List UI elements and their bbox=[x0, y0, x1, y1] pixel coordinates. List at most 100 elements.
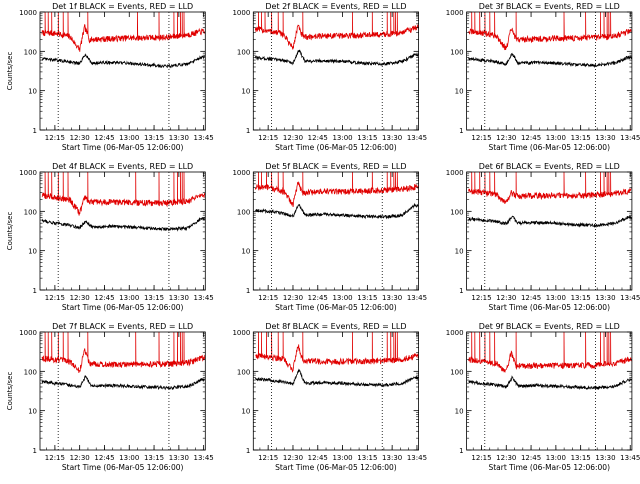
y-tick-label: 1 bbox=[33, 287, 37, 295]
y-tick-label: 1000 bbox=[232, 9, 250, 17]
x-tick-label: 13:30 bbox=[169, 134, 189, 142]
x-tick-label: 13:30 bbox=[595, 454, 615, 462]
y-tick-label: 1000 bbox=[446, 329, 464, 337]
x-tick-label: 13:00 bbox=[332, 454, 352, 462]
x-tick-label: 13:30 bbox=[382, 294, 402, 302]
series-events-line bbox=[254, 368, 419, 388]
x-tick-label: 13:45 bbox=[620, 134, 640, 142]
series-events-line bbox=[41, 53, 205, 69]
x-tick-label: 12:45 bbox=[521, 134, 541, 142]
panel-title: Det 4f BLACK = Events, RED = LLD bbox=[52, 162, 193, 171]
plot-frame bbox=[252, 11, 420, 131]
x-tick-label: 13:45 bbox=[407, 454, 427, 462]
y-tick-label: 100 bbox=[24, 48, 37, 56]
x-tick-label: 13:00 bbox=[546, 454, 566, 462]
x-tick-label: 12:15 bbox=[45, 454, 65, 462]
x-tick-label: 12:15 bbox=[471, 294, 491, 302]
x-tick-label: 12:30 bbox=[283, 454, 303, 462]
x-tick-label: 12:30 bbox=[496, 294, 516, 302]
x-tick-label: 12:15 bbox=[471, 454, 491, 462]
x-tick-label: 12:45 bbox=[94, 294, 114, 302]
y-tick-label: 1000 bbox=[446, 169, 464, 177]
x-axis-label: Start Time (06-Mar-05 12:06:00) bbox=[62, 143, 184, 152]
x-tick-label: 12:45 bbox=[308, 134, 328, 142]
x-tick-label: 13:30 bbox=[382, 134, 402, 142]
y-tick-label: 100 bbox=[237, 368, 250, 376]
x-tick-label: 12:15 bbox=[258, 134, 278, 142]
x-tick-label: 12:15 bbox=[471, 134, 491, 142]
y-tick-label: 100 bbox=[237, 48, 250, 56]
x-tick-label: 13:30 bbox=[382, 454, 402, 462]
x-tick-label: 12:30 bbox=[496, 134, 516, 142]
plot-frame bbox=[466, 331, 633, 451]
y-tick-label: 10 bbox=[28, 408, 37, 416]
x-tick-label: 13:00 bbox=[546, 134, 566, 142]
y-tick-label: 1 bbox=[459, 287, 463, 295]
x-tick-label: 13:45 bbox=[407, 294, 427, 302]
data-layer bbox=[41, 12, 206, 69]
y-tick-label: 100 bbox=[450, 48, 463, 56]
x-tick-label: 12:45 bbox=[94, 454, 114, 462]
x-tick-label: 13:15 bbox=[357, 134, 377, 142]
panel-title: Det 5f BLACK = Events, RED = LLD bbox=[265, 162, 406, 171]
series-events-line bbox=[41, 216, 205, 232]
y-tick-label: 1 bbox=[459, 447, 463, 455]
y-tick-label: 10 bbox=[28, 88, 37, 96]
x-tick-label: 13:00 bbox=[119, 454, 139, 462]
y-tick-label: 1 bbox=[246, 287, 250, 295]
data-layer bbox=[468, 332, 632, 391]
x-tick-label: 13:00 bbox=[332, 134, 352, 142]
y-tick-label: 10 bbox=[455, 248, 464, 256]
x-tick-label: 12:30 bbox=[70, 134, 90, 142]
detector-panel-6: Det 6f BLACK = Events, RED = LLD 1 10 100 10… bbox=[446, 162, 640, 312]
x-tick-label: 12:45 bbox=[308, 294, 328, 302]
panel-title: Det 1f BLACK = Events, RED = LLD bbox=[52, 2, 193, 11]
plot-frame bbox=[39, 11, 206, 131]
x-tick-label: 13:30 bbox=[169, 454, 189, 462]
plot-frame bbox=[466, 11, 633, 131]
y-tick-label: 1000 bbox=[19, 329, 37, 337]
x-tick-label: 13:15 bbox=[357, 294, 377, 302]
series-lld-line bbox=[254, 12, 419, 50]
y-tick-label: 1 bbox=[459, 127, 463, 135]
x-tick-label: 13:00 bbox=[546, 294, 566, 302]
x-tick-label: 13:15 bbox=[571, 294, 591, 302]
x-axis-label: Start Time (06-Mar-05 12:06:00) bbox=[275, 463, 397, 472]
y-tick-label: 100 bbox=[24, 208, 37, 216]
y-tick-label: 1 bbox=[33, 127, 37, 135]
x-tick-label: 13:30 bbox=[595, 294, 615, 302]
detector-panel-8: Det 8f BLACK = Events, RED = LLD 1 10 100 10… bbox=[232, 322, 427, 472]
detector-panel-7: Det 7f BLACK = Events, RED = LLD 1 10 100 10… bbox=[6, 322, 214, 472]
x-tick-label: 12:45 bbox=[94, 134, 114, 142]
x-tick-label: 12:30 bbox=[70, 294, 90, 302]
series-lld-line bbox=[41, 12, 206, 52]
x-axis-label: Start Time (06-Mar-05 12:06:00) bbox=[488, 303, 610, 312]
panel-title: Det 9f BLACK = Events, RED = LLD bbox=[479, 322, 620, 331]
y-tick-label: 1 bbox=[246, 447, 250, 455]
panel-title: Det 8f BLACK = Events, RED = LLD bbox=[265, 322, 406, 331]
x-axis-label: Start Time (06-Mar-05 12:06:00) bbox=[62, 303, 184, 312]
y-tick-label: 100 bbox=[237, 208, 250, 216]
x-axis-label: Start Time (06-Mar-05 12:06:00) bbox=[275, 143, 397, 152]
y-tick-label: 1000 bbox=[19, 9, 37, 17]
x-tick-label: 13:15 bbox=[357, 454, 377, 462]
y-tick-label: 1000 bbox=[446, 9, 464, 17]
x-tick-label: 12:30 bbox=[70, 454, 90, 462]
x-tick-label: 13:30 bbox=[595, 134, 615, 142]
y-axis-label: Counts/sec bbox=[6, 52, 14, 91]
data-layer bbox=[468, 12, 632, 69]
x-tick-label: 13:45 bbox=[194, 454, 214, 462]
detector-panel-1: Det 1f BLACK = Events, RED = LLD 1 10 100 10… bbox=[6, 2, 214, 152]
y-axis-label: Counts/sec bbox=[6, 372, 14, 411]
data-layer bbox=[41, 172, 206, 232]
y-tick-label: 100 bbox=[24, 368, 37, 376]
panel-title: Det 3f BLACK = Events, RED = LLD bbox=[479, 2, 620, 11]
x-tick-label: 12:30 bbox=[283, 134, 303, 142]
x-tick-label: 13:15 bbox=[144, 134, 164, 142]
detector-panel-4: Det 4f BLACK = Events, RED = LLD 1 10 100 10… bbox=[6, 162, 214, 312]
x-tick-label: 12:15 bbox=[45, 294, 65, 302]
x-axis-label: Start Time (06-Mar-05 12:06:00) bbox=[488, 143, 610, 152]
series-lld-line bbox=[254, 172, 419, 207]
detector-panel-5: Det 5f BLACK = Events, RED = LLD 1 10 100 10… bbox=[232, 162, 427, 312]
